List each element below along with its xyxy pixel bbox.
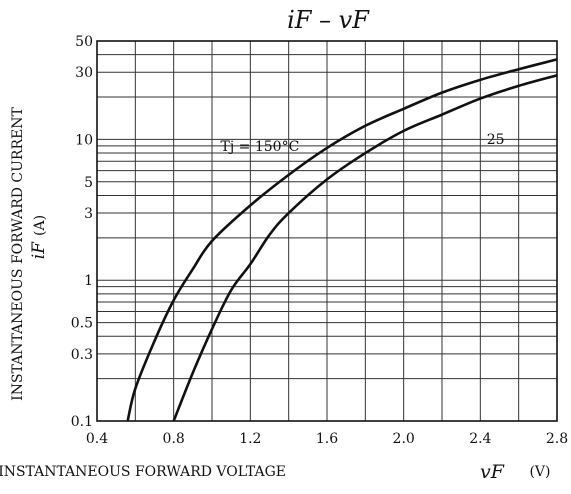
x-tick-label: 1.6 <box>316 431 338 447</box>
series: Tj = 150°C 25 <box>126 58 558 422</box>
chart-title: iF – vF <box>287 6 370 34</box>
y-tick-label: 0.3 <box>71 347 93 363</box>
x-axis-unit: (V) <box>529 464 550 480</box>
y-axis-unit: (A) <box>32 215 48 236</box>
series-line-tj25 <box>172 74 558 422</box>
x-tick-label: 1.2 <box>239 431 261 447</box>
y-tick-label: 30 <box>75 65 93 81</box>
y-axis-label: INSTANTANEOUS FORWARD CURRENT <box>10 107 26 401</box>
x-tick-label: 0.8 <box>163 431 185 447</box>
plot-frame <box>96 40 558 422</box>
y-tick-label: 3 <box>84 206 93 222</box>
x-tick-label: 2.4 <box>469 431 491 447</box>
x-tick-label: 0.4 <box>86 431 108 447</box>
tick-labels: 0.4 0.8 1.2 1.6 2.0 2.4 2.8 0.1 0.3 0.5 1 3 5 10 30 50 <box>71 34 568 447</box>
series-label: Tj = 150°C <box>221 139 300 155</box>
x-tick-label: 2.0 <box>393 431 415 447</box>
y-tick-label: 0.1 <box>71 414 93 430</box>
x-tick-label: 2.8 <box>546 431 568 447</box>
y-axis-symbol: iF <box>29 241 49 259</box>
y-tick-label: 50 <box>75 34 93 50</box>
series-label: 25 <box>487 132 505 148</box>
series-line-tj150 <box>126 58 558 422</box>
y-tick-label: 1 <box>84 273 93 289</box>
x-axis-label: INSTANTANEOUS FORWARD VOLTAGE <box>0 464 286 480</box>
y-tick-label: 5 <box>84 175 93 191</box>
y-tick-label: 10 <box>75 132 93 148</box>
plot-border <box>96 40 558 422</box>
x-axis-symbol: vF <box>480 461 505 483</box>
y-tick-label: 0.5 <box>71 316 93 332</box>
grid <box>96 40 558 422</box>
